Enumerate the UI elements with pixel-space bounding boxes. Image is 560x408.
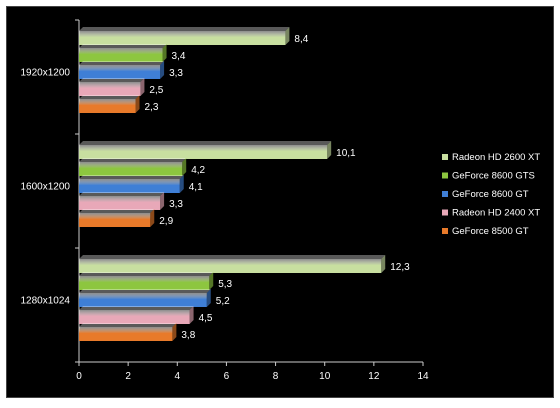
bar-radeon-hd-2600-xt-1280x1024 xyxy=(79,259,382,273)
bar-side xyxy=(285,27,290,45)
bar-top xyxy=(79,175,184,179)
legend-label-radeon-hd-2400-xt: Radeon HD 2400 XT xyxy=(452,208,540,219)
x-tick-label: 14 xyxy=(417,371,429,382)
bar-side xyxy=(135,95,140,113)
bar-geforce-8600-gt-1920x1200 xyxy=(79,65,161,79)
bar-geforce-8500-gt-1600x1200 xyxy=(79,213,151,227)
bar-side xyxy=(209,272,214,290)
legend-swatch-geforce-8500-gt xyxy=(442,228,448,234)
bar-side xyxy=(162,44,167,62)
data-label-geforce-8600-gts-1280x1024: 5,3 xyxy=(218,279,232,290)
data-label-geforce-8500-gt-1920x1200: 2,3 xyxy=(145,102,159,113)
x-tick-label: 8 xyxy=(273,371,279,382)
bar-radeon-hd-2600-xt-1600x1200 xyxy=(79,145,328,159)
bar-side xyxy=(179,175,184,193)
bar-radeon-hd-2400-xt-1920x1200 xyxy=(79,82,141,96)
bar-top xyxy=(79,44,167,48)
bar-top xyxy=(79,158,187,162)
bar-top xyxy=(79,192,165,196)
category-label-1920x1200: 1920x1200 xyxy=(21,68,71,79)
bar-top xyxy=(79,255,386,259)
data-label-radeon-hd-2600-xt-1600x1200: 10,1 xyxy=(336,148,356,159)
bar-top xyxy=(79,323,177,327)
bar-top xyxy=(79,272,214,276)
data-label-geforce-8600-gts-1920x1200: 3,4 xyxy=(172,51,186,62)
bar-geforce-8500-gt-1920x1200 xyxy=(79,99,136,113)
bar-radeon-hd-2600-xt-1920x1200 xyxy=(79,31,286,45)
x-tick-label: 2 xyxy=(125,371,131,382)
bar-side xyxy=(189,306,194,324)
legend-swatch-radeon-hd-2400-xt xyxy=(442,209,448,216)
legend-swatch-radeon-hd-2600-xt xyxy=(442,154,448,160)
bar-top xyxy=(79,209,155,213)
data-label-geforce-8600-gt-1920x1200: 3,3 xyxy=(169,68,183,79)
bar-geforce-8500-gt-1280x1024 xyxy=(79,327,173,341)
bar-side xyxy=(182,158,187,176)
bar-top xyxy=(79,141,332,145)
data-label-radeon-hd-2400-xt-1920x1200: 2,5 xyxy=(149,85,163,96)
bar-side xyxy=(327,141,332,159)
bar-geforce-8600-gt-1600x1200 xyxy=(79,179,180,193)
legend-label-radeon-hd-2600-xt: Radeon HD 2600 XT xyxy=(452,152,540,163)
x-tick-label: 4 xyxy=(175,371,181,382)
data-label-geforce-8500-gt-1280x1024: 3,8 xyxy=(181,330,195,341)
bar-side xyxy=(172,323,177,341)
bar-top xyxy=(79,289,211,293)
bar-geforce-8600-gts-1920x1200 xyxy=(79,48,163,62)
legend-swatch-geforce-8600-gts xyxy=(442,172,448,179)
bar-side xyxy=(160,61,165,79)
bar-side xyxy=(160,192,165,210)
legend-label-geforce-8500-gt: GeForce 8500 GT xyxy=(452,226,529,237)
x-tick-label: 0 xyxy=(76,371,82,382)
data-label-radeon-hd-2400-xt-1600x1200: 3,3 xyxy=(169,199,183,210)
x-tick-label: 12 xyxy=(368,371,380,382)
category-label-1280x1024: 1280x1024 xyxy=(21,296,71,307)
bar-radeon-hd-2400-xt-1600x1200 xyxy=(79,196,161,210)
bar-top xyxy=(79,27,290,31)
bar-top xyxy=(79,95,140,99)
bar-side xyxy=(206,289,211,307)
bar-side xyxy=(381,255,386,273)
data-label-geforce-8600-gt-1280x1024: 5,2 xyxy=(216,296,230,307)
bar-top xyxy=(79,78,145,82)
bar-geforce-8600-gt-1280x1024 xyxy=(79,293,207,307)
x-tick-label: 6 xyxy=(224,371,230,382)
legend-label-geforce-8600-gt: GeForce 8600 GT xyxy=(452,189,529,200)
legend-swatch-geforce-8600-gt xyxy=(442,191,448,197)
data-label-radeon-hd-2600-xt-1920x1200: 8,4 xyxy=(294,34,308,45)
bar-radeon-hd-2400-xt-1280x1024 xyxy=(79,310,190,324)
data-label-radeon-hd-2400-xt-1280x1024: 4,5 xyxy=(199,313,213,324)
x-tick-label: 10 xyxy=(319,371,331,382)
bar-geforce-8600-gts-1600x1200 xyxy=(79,162,183,176)
bar-top xyxy=(79,306,194,310)
data-label-geforce-8600-gts-1600x1200: 4,2 xyxy=(191,165,205,176)
bar-top xyxy=(79,61,165,65)
data-label-geforce-8600-gt-1600x1200: 4,1 xyxy=(189,182,203,193)
data-label-geforce-8500-gt-1600x1200: 2,9 xyxy=(159,216,173,227)
legend-label-geforce-8600-gts: GeForce 8600 GTS xyxy=(452,171,535,182)
bar-side xyxy=(150,209,155,227)
bar-geforce-8600-gts-1280x1024 xyxy=(79,276,210,290)
category-label-1600x1200: 1600x1200 xyxy=(21,182,71,193)
bar-side xyxy=(140,78,145,96)
data-label-radeon-hd-2600-xt-1280x1024: 12,3 xyxy=(390,262,410,273)
